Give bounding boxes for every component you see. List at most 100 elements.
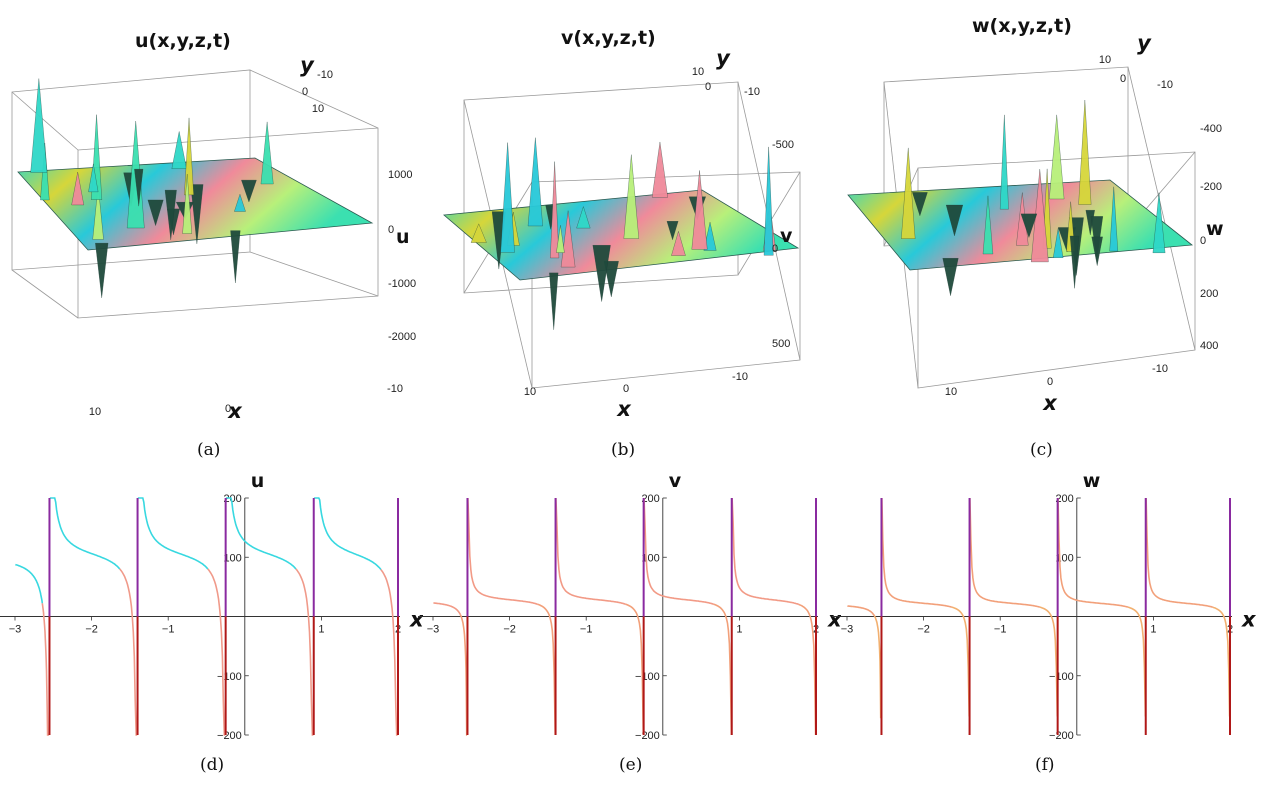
y-tick-label: −200 [635, 730, 660, 742]
spike [1069, 235, 1080, 289]
spike [942, 258, 959, 296]
z-tick-label: -200 [1200, 181, 1222, 193]
y-tick-label: 10 [312, 103, 324, 115]
y-tick-label: 10 [1099, 54, 1111, 66]
spike [92, 185, 104, 240]
bounding-box-u [11, 69, 379, 319]
spike [184, 117, 194, 196]
y-tick-label: 100 [223, 552, 241, 564]
caption-c: (c) [1030, 440, 1053, 460]
x-tick-label: 1 [1150, 624, 1156, 636]
x-tick-label: −3 [841, 624, 854, 636]
y-axis-label: y [1137, 31, 1152, 55]
curve-branch-tail [873, 615, 882, 719]
curve-branch [433, 602, 462, 615]
spike [1109, 186, 1118, 252]
spike [691, 170, 708, 250]
curve-branch-tail [207, 568, 226, 736]
z-axis-label: v [780, 225, 793, 247]
x-tick-label: -10 [387, 383, 403, 395]
curve-branch [49, 497, 121, 570]
x-tick-label: 0 [623, 383, 629, 395]
z-tick-label: -400 [1200, 123, 1222, 135]
y-tick-label: 0 [705, 81, 711, 93]
spike [182, 174, 192, 234]
curve-branch [15, 563, 44, 604]
z-tick-label: -2000 [388, 331, 416, 343]
caption-d: (d) [200, 755, 225, 775]
y-axis-label: y [300, 53, 315, 77]
surface-panel-w: w(x,y,z,t) 10 0 -10 10 0 -10 -400 -200 0 200 400 x y… [840, 0, 1269, 470]
y-axis-label: u [251, 470, 265, 492]
spike [1078, 100, 1092, 205]
x-axis-label: x [1241, 608, 1257, 632]
surface-spikes-v [470, 137, 776, 330]
curve-branch [1145, 497, 1214, 609]
x-axis-label: x [1042, 391, 1058, 415]
curve-branch [881, 497, 952, 608]
curve-branch-tail [41, 603, 50, 736]
spike [912, 192, 928, 217]
curve-branch-tail [537, 603, 556, 736]
y-tick-label: −100 [217, 671, 242, 683]
spike [500, 142, 515, 253]
y-tick-label: -10 [317, 69, 333, 81]
x-axis-label: x [616, 397, 632, 421]
spike [901, 147, 916, 239]
curve-branch [467, 497, 538, 606]
curve-branch-tail [380, 569, 398, 736]
spike [134, 168, 144, 207]
x-tick-label: −3 [9, 624, 22, 636]
y-tick-label: 0 [302, 86, 308, 98]
x-tick-label: -10 [732, 371, 748, 383]
z-tick-label: 0 [772, 243, 778, 255]
x-tick-label: 1 [318, 624, 324, 636]
x-tick-label: −2 [503, 624, 516, 636]
box-edge [249, 69, 379, 129]
curve-branch-tail [951, 606, 970, 717]
box-edge [11, 269, 79, 319]
y-tick-label: 200 [223, 493, 241, 505]
y-tick-label: −200 [217, 730, 242, 742]
surface-panel-u: u(x,y,z,t) 10 0 -10 -10 0 10 1000 0 -1000 -2000 x y… [0, 0, 420, 470]
y-tick-label: 200 [1055, 493, 1073, 505]
curve-branch [1057, 497, 1129, 608]
x-tick-label: 0 [225, 403, 231, 415]
spike [1049, 114, 1065, 200]
curve-branch-tail [295, 568, 314, 736]
surface-plot-u: 10 0 -10 -10 0 10 1000 0 -1000 -2000 x y u [11, 53, 416, 423]
spike [651, 141, 668, 198]
caption-e: (e) [619, 755, 643, 775]
spike [71, 171, 84, 206]
spike [982, 195, 994, 255]
spike [1053, 228, 1064, 258]
surface-plot-w: 10 0 -10 10 0 -10 -400 -200 0 200 400 x y w [847, 31, 1224, 415]
surface-spikes-u [30, 78, 274, 298]
spike [556, 225, 565, 253]
y-tick-label: 200 [641, 493, 659, 505]
surface-panel-v: v(x,y,z,t) 10 0 -10 10 0 -10 -500 0 500 x y v (b) [420, 0, 840, 470]
y-tick-label: −200 [1049, 730, 1074, 742]
spike [1091, 236, 1103, 266]
x-tick-label: −2 [917, 624, 930, 636]
spike [592, 245, 611, 302]
caption-f: (f) [1035, 755, 1055, 775]
chart-title-w: w(x,y,z,t) [972, 15, 1072, 37]
chart-title-v: v(x,y,z,t) [561, 27, 656, 49]
y-tick-label: -10 [744, 86, 760, 98]
spike [241, 179, 257, 203]
spike [95, 242, 109, 298]
x-tick-label: −1 [994, 624, 1007, 636]
caption-a: (a) [197, 440, 221, 460]
y-tick-label: -10 [1157, 79, 1173, 91]
x-tick-label: 10 [945, 386, 957, 398]
z-axis-label: u [396, 226, 410, 248]
y-tick-label: 0 [1120, 73, 1126, 85]
curve-branch-tail [713, 603, 733, 736]
spike [171, 131, 187, 169]
x-tick-label: −2 [85, 624, 98, 636]
